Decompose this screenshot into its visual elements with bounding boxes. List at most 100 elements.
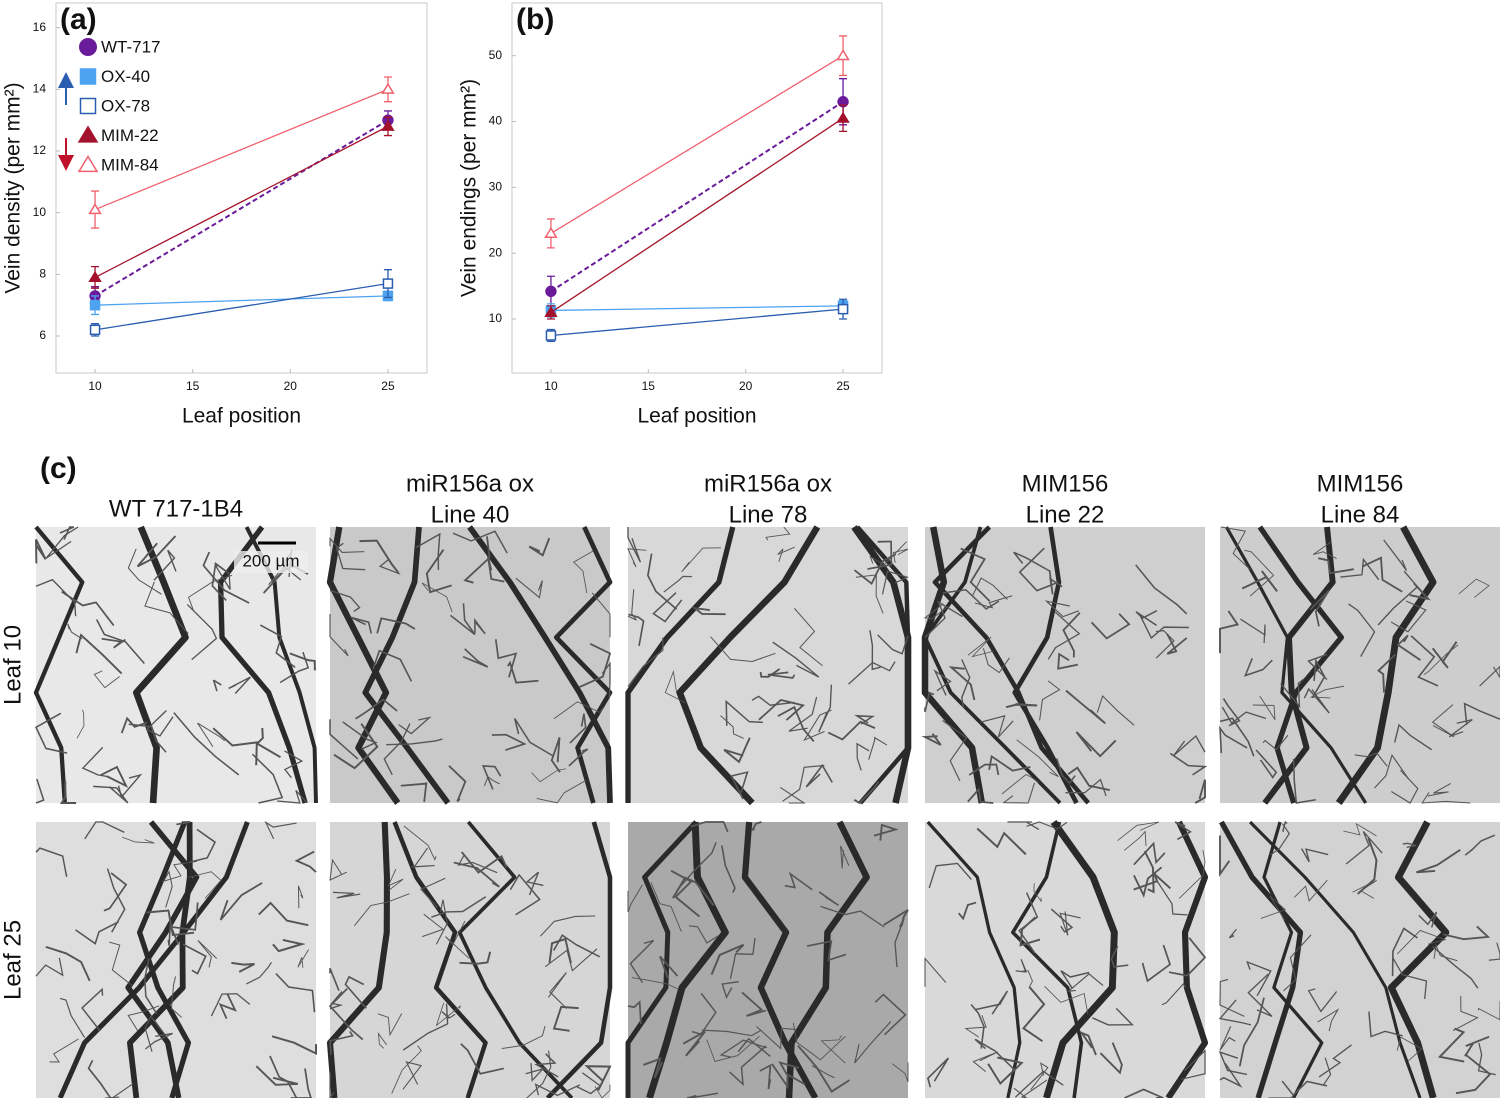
minor-vein [75,921,119,945]
minor-vein [1219,978,1245,1017]
minor-vein [459,951,492,965]
minor-vein [231,961,255,973]
vein [457,820,574,1100]
minor-vein [1390,600,1427,633]
minor-vein [153,549,177,581]
minor-vein [811,1065,835,1079]
minor-vein [435,899,448,945]
minor-vein [460,851,508,874]
series-line [94,88,389,211]
minor-vein [1033,883,1042,902]
vein [1219,820,1304,1099]
minor-vein [536,779,587,804]
minor-vein [35,957,64,977]
minor-vein [628,613,645,646]
minor-vein [568,748,589,767]
series-line [550,100,844,293]
minor-vein [650,881,682,932]
minor-vein [1410,635,1439,687]
panel-label: (c) [40,452,77,485]
minor-vein [924,600,963,638]
vein [923,526,1062,805]
column-header: Line 78 [729,501,808,528]
minor-vein [128,723,167,753]
minor-vein [474,617,486,635]
vein [1225,526,1368,804]
minor-vein [350,616,373,634]
minor-vein [1303,687,1330,714]
minor-vein [376,617,416,634]
micrograph [625,820,909,1100]
column-header: miR156a ox [704,470,832,497]
minor-vein [647,553,678,610]
minor-vein [383,723,411,776]
minor-vein [1281,1080,1328,1097]
minor-vein [1464,834,1496,856]
minor-vein [441,1011,456,1019]
minor-vein [329,1072,335,1100]
minor-vein [1057,652,1079,670]
minor-vein [1018,892,1039,954]
minor-vein [59,997,86,1038]
minor-vein [1219,1062,1243,1088]
minor-vein [987,1056,1024,1086]
minor-vein [1246,960,1272,997]
minor-vein [1026,821,1068,830]
minor-vein [246,961,272,985]
minor-vein [144,581,189,634]
minor-vein [1255,749,1278,779]
marker [381,82,395,94]
marker [381,119,395,131]
minor-vein [767,671,796,679]
minor-vein [463,536,491,584]
minor-vein [877,634,909,655]
minor-vein [219,882,263,921]
minor-vein [1066,973,1104,993]
minor-vein [1044,600,1079,618]
minor-vein [631,977,679,990]
minor-vein [255,727,281,759]
minor-vein [67,623,83,640]
minor-vein [1168,937,1207,977]
minor-vein [659,955,679,979]
minor-vein [93,785,129,804]
minor-vein [1391,769,1419,804]
series-line [550,305,844,312]
column-header: Line 22 [1026,501,1105,528]
minor-vein [874,993,907,1036]
minor-vein [1075,731,1117,758]
micrograph-bg [925,822,1205,1098]
minor-vein [627,527,642,563]
minor-vein [81,746,109,778]
minor-vein [1218,1051,1248,1076]
minor-vein [212,727,258,766]
y-tick-label: 10 [33,205,47,219]
minor-vein [283,750,304,779]
micrograph [625,525,912,806]
vein [553,526,613,804]
vein [625,526,736,803]
minor-vein [1110,946,1129,968]
micrograph [921,525,1208,805]
minor-vein [534,1053,559,1078]
minor-vein [277,789,308,804]
minor-vein [45,945,91,982]
minor-vein [547,972,568,1009]
row-label: Leaf 25 [0,920,26,1000]
minor-vein [664,669,686,704]
minor-vein [584,1065,612,1091]
minor-vein [45,526,79,559]
minor-vein [342,721,378,750]
minor-vein [1322,1057,1332,1086]
minor-vein [329,537,365,553]
minor-vein [1141,944,1171,983]
minor-vein [1309,685,1345,699]
minor-vein [484,775,500,787]
column-header: MIM156 [1022,470,1109,497]
minor-vein [1050,908,1074,933]
minor-vein [1002,782,1035,804]
vein [1012,526,1079,805]
minor-vein [961,659,971,709]
minor-vein [1047,611,1081,660]
minor-vein [402,1003,449,1051]
